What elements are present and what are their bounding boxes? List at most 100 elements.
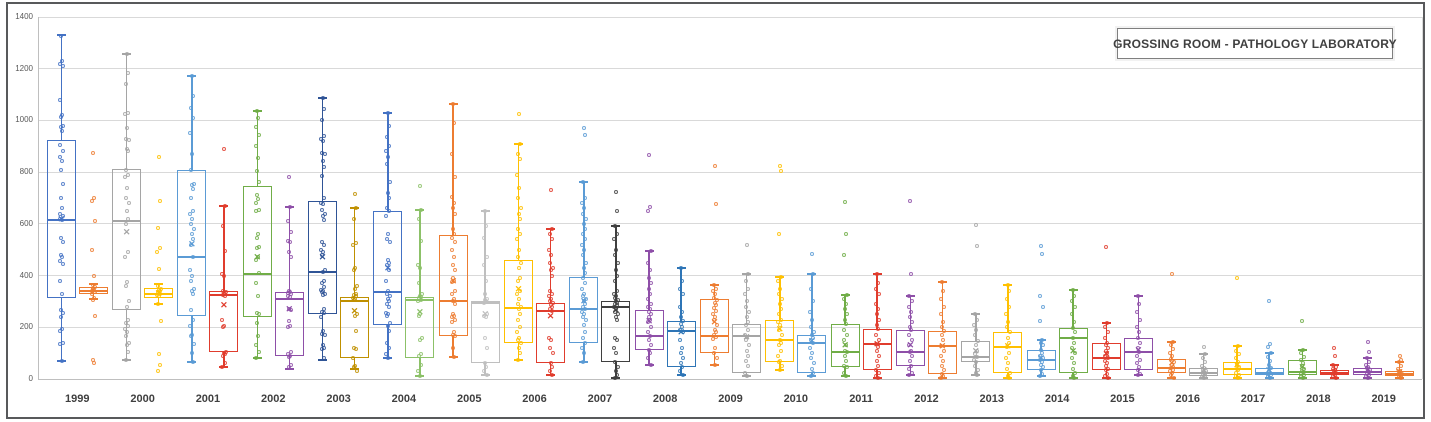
data-point-2005-s1 <box>450 263 455 268</box>
data-point-2014-s2 <box>1071 361 1076 366</box>
data-point-2010-s2 <box>809 325 814 330</box>
data-point-2010-s1 <box>779 364 784 369</box>
data-point-2011-s2 <box>875 358 880 363</box>
mean-marker-2015-s1: ✕ <box>1102 348 1111 359</box>
data-point-1999-s1 <box>59 314 64 319</box>
data-point-2007-s2 <box>612 345 617 350</box>
data-point-2003-s2 <box>352 298 357 303</box>
data-point-2010-s2 <box>810 335 815 340</box>
data-point-2006-s2 <box>548 361 553 366</box>
data-point-1999-s1 <box>58 236 63 241</box>
whisker-cap-max-2017-s1 <box>1232 345 1242 348</box>
data-point-2005-s2 <box>482 300 487 305</box>
data-point-2006-s1 <box>517 216 522 221</box>
data-point-2004-s2 <box>417 338 422 343</box>
data-point-2002-s2 <box>289 308 294 313</box>
data-point-1999-s1 <box>60 214 65 219</box>
data-point-2000-s1 <box>123 82 128 87</box>
data-point-2003-s1 <box>320 207 325 212</box>
data-point-2015-s1 <box>1103 364 1108 369</box>
data-point-2002-s1 <box>257 180 262 185</box>
data-point-2012-s1 <box>906 373 911 378</box>
data-point-2007-s1 <box>581 360 586 365</box>
data-point-2002-s1 <box>253 144 258 149</box>
data-point-2007-s2 <box>615 289 620 294</box>
data-point-2004-s2 <box>419 335 424 340</box>
data-point-2000-s1 <box>123 321 128 326</box>
data-point-2017-s2 <box>1266 344 1271 349</box>
data-point-2016-s1 <box>1169 272 1174 277</box>
mean-marker-2017-s2: ✕ <box>1265 365 1273 376</box>
data-point-2005-s1 <box>452 121 457 125</box>
data-point-2011-s2 <box>875 272 880 277</box>
x-axis-label-2009: 2009 <box>718 393 743 405</box>
data-point-2001-s1 <box>188 105 193 110</box>
data-point-2004-s2 <box>416 353 421 358</box>
gridline-1200 <box>38 68 1422 70</box>
data-point-2011-s2 <box>876 338 881 343</box>
whisker-cap-max-2006-s1 <box>514 142 524 145</box>
data-point-2008-s1 <box>646 309 651 314</box>
data-point-2005-s1 <box>451 345 456 350</box>
data-point-2008-s2 <box>678 314 683 319</box>
data-point-2011-s2 <box>875 322 880 327</box>
data-point-1999-s2 <box>92 196 97 200</box>
data-point-2008-s2 <box>678 351 683 356</box>
data-point-1999-s1 <box>58 259 63 264</box>
data-point-2007-s1 <box>581 221 586 226</box>
data-point-2012-s1 <box>907 333 912 338</box>
whisker-lower-2000-s2 <box>157 298 160 304</box>
data-point-2011-s1 <box>844 358 849 363</box>
data-point-2001-s1 <box>188 308 193 313</box>
data-point-2012-s2 <box>939 375 944 380</box>
data-point-2013-s2 <box>1004 312 1009 317</box>
x-axis-label-2006: 2006 <box>522 393 547 405</box>
whisker-cap-min-2004-s2 <box>415 374 425 377</box>
data-point-2005-s2 <box>484 224 489 229</box>
data-point-1999-s2 <box>91 150 96 155</box>
data-point-2001-s1 <box>189 334 194 339</box>
data-point-2006-s1 <box>516 265 521 270</box>
data-point-2003-s1 <box>321 307 326 312</box>
data-point-2008-s1 <box>645 330 650 335</box>
whisker-upper-2005-s1 <box>452 103 454 235</box>
data-point-2004-s1 <box>384 135 389 140</box>
data-point-1999-s2 <box>91 273 96 278</box>
mean-marker-2016-s1: ✕ <box>1167 357 1176 368</box>
whisker-lower-2003-s1 <box>321 314 324 360</box>
whisker-cap-min-2011-s1 <box>840 375 850 378</box>
data-point-2002-s1 <box>256 334 261 339</box>
data-point-2015-s1 <box>1105 330 1110 335</box>
data-point-2009-s1 <box>714 298 719 303</box>
data-point-2000-s2 <box>157 362 162 367</box>
data-point-2013-s1 <box>973 333 978 338</box>
data-point-2006-s1 <box>515 152 520 157</box>
data-point-2015-s2 <box>1137 317 1142 322</box>
data-point-2019-s1 <box>1366 349 1371 354</box>
data-point-2012-s2 <box>939 325 944 330</box>
whisker-cap-min-2013-s1 <box>971 374 981 377</box>
data-point-2004-s1 <box>384 263 389 268</box>
data-point-2001-s1 <box>190 291 195 296</box>
data-point-2000-s2 <box>156 302 161 306</box>
data-point-2011-s1 <box>843 302 848 306</box>
data-point-2015-s2 <box>1137 357 1142 362</box>
data-point-2004-s1 <box>384 302 389 306</box>
x-axis-label-2003: 2003 <box>326 393 351 405</box>
data-point-2019-s1 <box>1365 339 1370 344</box>
data-point-2003-s2 <box>352 268 357 273</box>
whisker-lower-2007-s1 <box>583 342 585 363</box>
data-point-2015-s2 <box>1135 335 1140 340</box>
data-point-2006-s1 <box>517 247 522 252</box>
x-axis-label-2012: 2012 <box>914 393 939 405</box>
box-1999-s1 <box>46 139 76 298</box>
data-point-2001-s2 <box>223 249 228 253</box>
data-point-2007-s1 <box>583 281 588 286</box>
whisker-upper-2017-s2 <box>1268 353 1270 369</box>
data-point-2008-s2 <box>680 291 685 296</box>
data-point-2005-s2 <box>483 278 488 283</box>
data-point-2000-s2 <box>156 283 161 288</box>
data-point-1999-s1 <box>61 311 66 316</box>
data-point-2015-s1 <box>1105 375 1110 380</box>
data-point-2012-s1 <box>906 304 911 309</box>
